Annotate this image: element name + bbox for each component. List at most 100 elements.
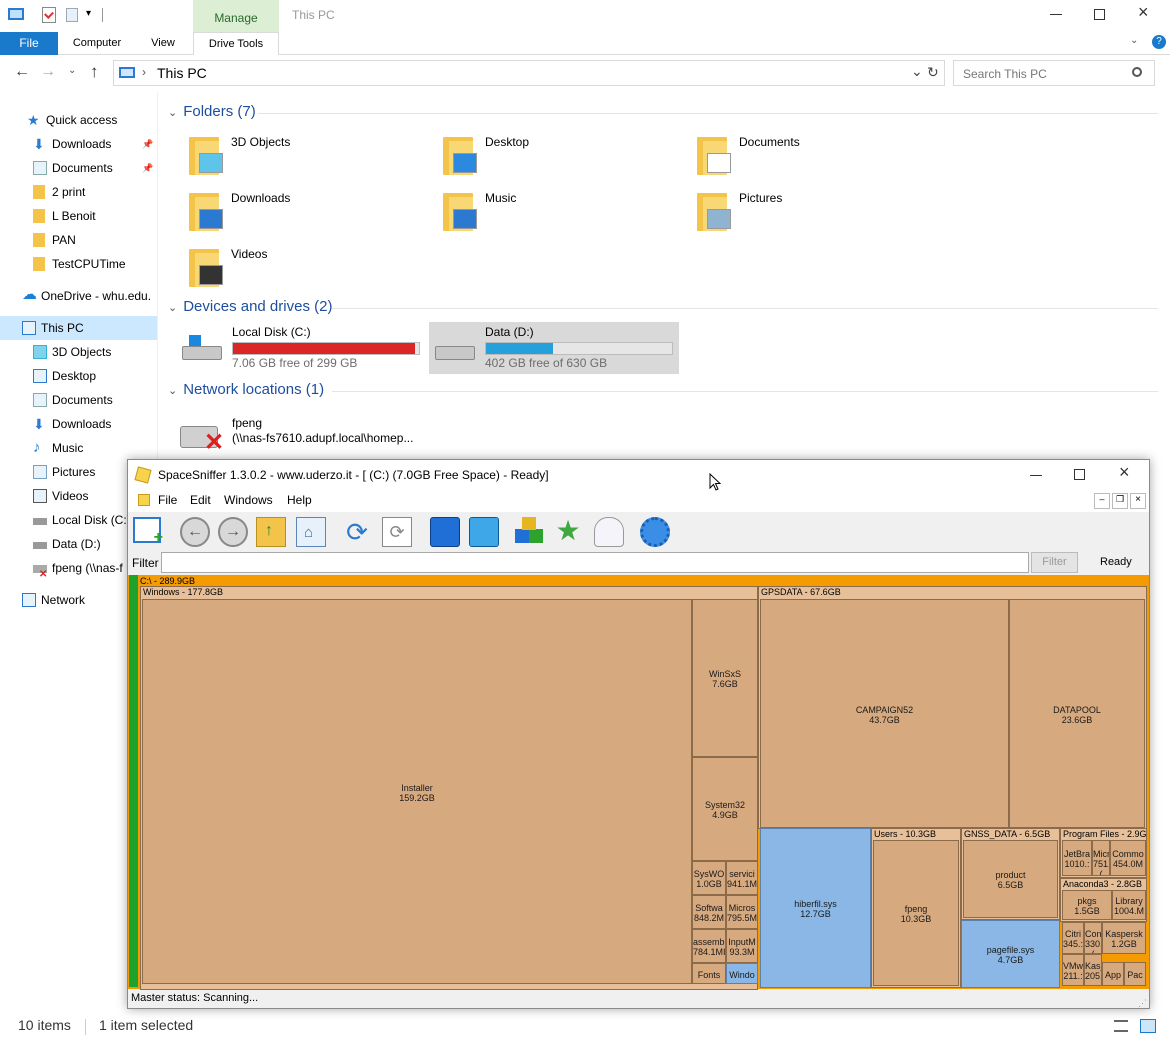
treemap-cell-campaign[interactable]: CAMPAIGN52 43.7GB	[760, 599, 1009, 828]
treemap-cell-pkgs[interactable]: pkgs 1.5GB	[1062, 890, 1112, 920]
up-button[interactable]: ↑	[90, 62, 99, 81]
back-icon[interactable]: ←	[180, 517, 210, 547]
refresh-scan-icon[interactable]: ⟳	[346, 517, 368, 547]
drive-item[interactable]: Data (D:) 402 GB free of 630 GB	[429, 322, 679, 374]
recent-locations-icon[interactable]: ⌄	[68, 65, 77, 76]
sidebar-item-data-d[interactable]: Data (D:)	[0, 532, 157, 556]
treemap-cell-con[interactable]: Con 330.(	[1084, 922, 1102, 954]
sidebar-item-network[interactable]: Network	[0, 588, 157, 612]
blue-cube-icon[interactable]	[430, 517, 460, 547]
mdi-minimize-button[interactable]: –	[1094, 493, 1110, 509]
sidebar-item-onedrive-whu-edu[interactable]: ☁ OneDrive - whu.edu.	[0, 284, 157, 308]
settings-flower-icon[interactable]	[640, 517, 670, 547]
treemap-cell-pac[interactable]: Pac	[1124, 962, 1146, 986]
search-input[interactable]: Search This PC	[953, 60, 1155, 86]
treemap-cell-pagefile[interactable]: pagefile.sys 4.7GB	[961, 920, 1060, 988]
ss-close-button[interactable]: ×	[1119, 462, 1130, 482]
ss-menu-help[interactable]: Help	[287, 493, 312, 507]
treemap-cell-inputm[interactable]: InputM 93.3M	[726, 929, 758, 963]
treemap-cell-softwa[interactable]: Softwa 848.2M	[692, 895, 726, 929]
sidebar-item-documents[interactable]: Documents 📌	[0, 156, 157, 180]
forward-icon[interactable]: →	[218, 517, 248, 547]
tab-drive-tools[interactable]: Drive Tools	[193, 32, 279, 55]
folder-music[interactable]: Music	[439, 191, 659, 241]
colored-cubes-icon[interactable]	[515, 517, 545, 547]
sidebar-item-pan[interactable]: PAN	[0, 228, 157, 252]
treemap[interactable]: C:\ - 289.9GB Windows - 177.8GB Installer…	[128, 575, 1149, 990]
network-location-item[interactable]: ✕ fpeng (\\nas-fs7610.adupf.local\homep.…	[178, 414, 438, 458]
tab-file[interactable]: File	[0, 32, 58, 55]
treemap-cell-commo[interactable]: Commo 454.0M	[1110, 840, 1146, 876]
ss-minimize-button[interactable]	[1030, 475, 1042, 476]
star-icon[interactable]: ★	[555, 515, 581, 546]
help-icon[interactable]: ?	[1152, 35, 1166, 49]
folder-videos[interactable]: Videos	[185, 247, 405, 297]
treemap-cell-vmw[interactable]: VMw 211.:	[1062, 954, 1084, 986]
sidebar-item-music[interactable]: ♪ Music	[0, 436, 157, 460]
treemap-cell-windo[interactable]: Windo	[726, 963, 758, 984]
mdi-restore-button[interactable]: ❐	[1112, 493, 1128, 509]
tab-computer[interactable]: Computer	[72, 37, 122, 49]
address-dropdown-icon[interactable]: ⌄	[911, 63, 923, 79]
treemap-cell-fpeng[interactable]: fpeng 10.3GB	[873, 840, 959, 986]
ribbon-expand-icon[interactable]: ⌄	[1130, 35, 1139, 46]
folder-3d-objects[interactable]: 3D Objects	[185, 135, 405, 185]
sidebar-item-pictures[interactable]: Pictures	[0, 460, 157, 484]
sidebar-item-videos[interactable]: Videos	[0, 484, 157, 508]
ss-menu-windows[interactable]: Windows	[224, 493, 273, 507]
sidebar-item-documents[interactable]: Documents	[0, 388, 157, 412]
ss-maximize-button[interactable]	[1074, 469, 1085, 480]
back-button[interactable]: ←	[14, 63, 30, 80]
filter-button[interactable]: Filter	[1031, 552, 1078, 573]
sidebar-item-local-disk-c[interactable]: Local Disk (C:)	[0, 508, 157, 532]
large-icons-view-icon[interactable]	[1140, 1019, 1156, 1033]
ghost-icon[interactable]	[594, 517, 624, 547]
tab-view[interactable]: View	[151, 37, 175, 49]
minimize-button[interactable]	[1050, 14, 1062, 15]
treemap-cell-servici[interactable]: servici 941.1M	[726, 861, 758, 895]
home-icon[interactable]: ⌂	[296, 517, 326, 547]
sidebar-item-this-pc[interactable]: This PC	[0, 316, 157, 340]
new-folder-icon[interactable]	[66, 8, 78, 22]
forward-button[interactable]: →	[40, 63, 56, 80]
ss-menu-edit[interactable]: Edit	[190, 493, 211, 507]
address-bar[interactable]: › This PC ⌄ ↻	[113, 60, 945, 86]
treemap-cell-assemb[interactable]: assembl 784.1MI	[692, 929, 726, 963]
sidebar-item-downloads[interactable]: ⬇ Downloads	[0, 412, 157, 436]
section-network[interactable]: ⌄ Network locations (1)	[168, 381, 324, 398]
refresh-icon[interactable]: ↻	[927, 64, 939, 80]
treemap-cell-library[interactable]: Library 1004.M	[1112, 890, 1146, 920]
blue-box-icon[interactable]	[469, 517, 499, 547]
customize-qat-icon[interactable]: ▾	[86, 8, 92, 19]
resize-grip-icon[interactable]: ⋰	[1138, 998, 1147, 1008]
treemap-cell-datapool[interactable]: DATAPOOL 23.6GB	[1009, 599, 1145, 828]
ss-menu-file[interactable]: File	[158, 493, 178, 507]
close-button[interactable]: ×	[1138, 2, 1149, 22]
mdi-close-button[interactable]: ×	[1130, 493, 1146, 509]
details-view-icon[interactable]	[1114, 1020, 1128, 1032]
treemap-cell-installer[interactable]: Installer 159.2GB	[142, 599, 692, 984]
sidebar-item-desktop[interactable]: Desktop	[0, 364, 157, 388]
folder-pictures[interactable]: Pictures	[693, 191, 913, 241]
treemap-cell-kaspersk[interactable]: Kaspersk 1.2GB	[1102, 922, 1146, 954]
treemap-cell-system32[interactable]: System32 4.9GB	[692, 757, 758, 861]
refresh-file-icon[interactable]: ⟳	[382, 517, 412, 547]
sidebar-item-testcputime[interactable]: TestCPUTime	[0, 252, 157, 276]
properties-icon[interactable]	[42, 7, 56, 23]
maximize-button[interactable]	[1094, 9, 1105, 20]
treemap-cell-micros[interactable]: Micros 795.5M	[726, 895, 758, 929]
sidebar-item-3d-objects[interactable]: 3D Objects	[0, 340, 157, 364]
drive-item[interactable]: Local Disk (C:) 7.06 GB free of 299 GB	[176, 322, 426, 374]
treemap-cell-app[interactable]: App	[1102, 962, 1124, 986]
sidebar-item-downloads[interactable]: ⬇ Downloads 📌	[0, 132, 157, 156]
folder-downloads[interactable]: Downloads	[185, 191, 405, 241]
folder-desktop[interactable]: Desktop	[439, 135, 659, 185]
section-drives[interactable]: ⌄ Devices and drives (2)	[168, 298, 332, 315]
treemap-cell-fonts[interactable]: Fonts	[692, 963, 726, 984]
new-window-icon[interactable]: +	[133, 517, 163, 546]
folder-up-icon[interactable]: ↑	[256, 517, 286, 547]
folder-documents[interactable]: Documents	[693, 135, 913, 185]
treemap-cell-syswo[interactable]: SysWO 1.0GB	[692, 861, 726, 895]
filter-input[interactable]	[161, 552, 1029, 573]
